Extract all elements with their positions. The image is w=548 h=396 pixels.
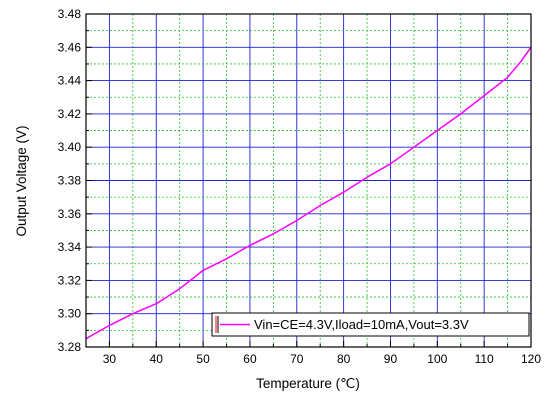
y-tick-label: 3.36 xyxy=(58,207,82,221)
axis-ticks: 30 40 50 60 70 80 90 100 110 120 3.28 3.30 3.32 3.34 3… xyxy=(58,7,542,366)
grid-lines xyxy=(85,13,532,348)
y-tick-label: 3.44 xyxy=(58,74,82,88)
x-tick-label: 90 xyxy=(384,352,398,366)
x-tick-label: 70 xyxy=(290,352,304,366)
x-tick-label: 120 xyxy=(521,352,541,366)
series-line xyxy=(85,46,532,340)
y-tick-label: 3.34 xyxy=(58,240,82,254)
y-tick-label: 3.38 xyxy=(58,174,82,188)
legend: Vin=CE=4.3V,Iload=10mA,Vout=3.3V xyxy=(211,312,530,337)
x-tick-label: 40 xyxy=(150,352,164,366)
y-tick-label: 3.40 xyxy=(58,140,82,154)
y-tick-label: 3.42 xyxy=(58,107,82,121)
series-layer xyxy=(85,46,532,340)
y-tick-label: 3.46 xyxy=(58,40,82,54)
x-tick-label: 110 xyxy=(475,352,494,366)
y-tick-label: 3.32 xyxy=(58,273,82,287)
y-axis-label: Output Voltage (V) xyxy=(14,125,29,236)
x-tick-label: 30 xyxy=(103,352,117,366)
legend-label: Vin=CE=4.3V,Iload=10mA,Vout=3.3V xyxy=(254,317,469,332)
x-tick-label: 100 xyxy=(427,352,447,366)
x-tick-label: 50 xyxy=(196,352,210,366)
legend-box xyxy=(211,312,530,337)
y-tick-label: 3.48 xyxy=(58,7,82,21)
x-tick-label: 60 xyxy=(243,352,257,366)
y-tick-label: 3.30 xyxy=(58,307,82,321)
y-tick-label: 3.28 xyxy=(58,340,82,354)
x-tick-label: 80 xyxy=(337,352,351,366)
x-axis-label: Temperature (℃) xyxy=(256,376,360,391)
